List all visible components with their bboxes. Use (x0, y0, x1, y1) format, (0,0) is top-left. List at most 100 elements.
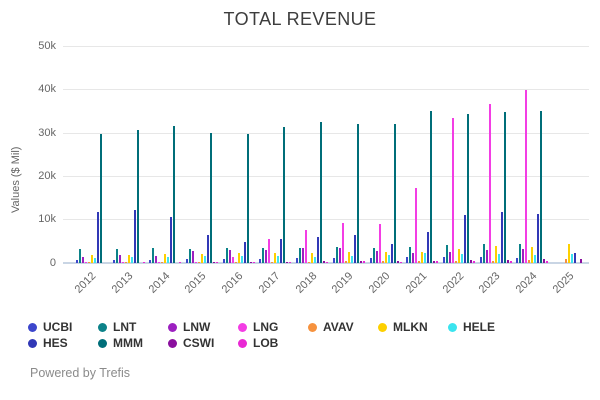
bar-lng-2020[interactable] (378, 223, 381, 263)
bar-hele-2024[interactable] (534, 254, 537, 263)
legend-item-cswi[interactable]: CSWI (168, 336, 214, 350)
bar-cswi-2015[interactable] (212, 261, 215, 263)
bar-lng-2015[interactable] (194, 261, 197, 263)
bar-hele-2014[interactable] (167, 256, 170, 263)
bar-avav-2019[interactable] (344, 261, 347, 263)
bar-hes-2014[interactable] (170, 216, 173, 263)
legend-item-lnt[interactable]: LNT (98, 320, 136, 334)
bar-avav-2017[interactable] (271, 261, 274, 263)
bar-ucbi-2020[interactable] (369, 257, 372, 263)
bar-avav-2025[interactable] (565, 259, 568, 263)
bar-hele-2017[interactable] (277, 256, 280, 263)
bar-lng-2022[interactable] (452, 118, 454, 263)
bar-hele-2019[interactable] (350, 255, 353, 263)
bar-lng-2017[interactable] (268, 238, 271, 263)
bar-hes-2016[interactable] (243, 242, 246, 263)
bar-lnw-2022[interactable] (449, 252, 451, 263)
bar-mlkn-2017[interactable] (274, 253, 277, 263)
bar-mmm-2021[interactable] (430, 111, 433, 263)
bar-lob-2014[interactable] (179, 262, 182, 263)
bar-mlkn-2015[interactable] (200, 253, 203, 263)
bar-mmm-2022[interactable] (467, 114, 469, 263)
bar-lng-2016[interactable] (231, 257, 234, 263)
legend-item-ucbi[interactable]: UCBI (28, 320, 72, 334)
bar-mmm-2018[interactable] (320, 121, 323, 263)
legend-item-mlkn[interactable]: MLKN (378, 320, 428, 334)
legend-item-mmm[interactable]: MMM (98, 336, 143, 350)
bar-hes-2022[interactable] (464, 214, 466, 263)
bar-hele-2013[interactable] (130, 257, 133, 263)
bar-hes-2015[interactable] (206, 234, 209, 263)
bar-lob-2019[interactable] (362, 261, 365, 263)
bar-ucbi-2013[interactable] (112, 259, 115, 263)
bar-lnt-2013[interactable] (115, 248, 118, 263)
bar-mmm-2014[interactable] (173, 125, 176, 263)
bar-lnt-2018[interactable] (299, 247, 302, 263)
bar-avav-2018[interactable] (308, 261, 311, 263)
bar-hele-2015[interactable] (203, 256, 206, 263)
bar-lnw-2016[interactable] (228, 250, 231, 263)
bar-mmm-2024[interactable] (540, 111, 543, 263)
bar-mlkn-2016[interactable] (237, 253, 240, 263)
bar-hes-2012[interactable] (96, 211, 99, 263)
bar-mmm-2015[interactable] (209, 133, 212, 263)
bar-lng-2014[interactable] (158, 261, 161, 263)
bar-mlkn-2023[interactable] (494, 245, 497, 263)
bar-mmm-2016[interactable] (246, 133, 249, 263)
bar-hes-2021[interactable] (427, 231, 430, 263)
bar-hele-2021[interactable] (424, 253, 427, 263)
bar-cswi-2024[interactable] (543, 259, 546, 263)
legend-item-hes[interactable]: HES (28, 336, 68, 350)
bar-hele-2016[interactable] (240, 256, 243, 263)
bar-lnw-2020[interactable] (375, 251, 378, 263)
bar-lnw-2015[interactable] (191, 251, 194, 263)
legend-item-lob[interactable]: LOB (238, 336, 278, 350)
bar-lob-2024[interactable] (546, 261, 549, 263)
bar-lnw-2021[interactable] (412, 253, 415, 263)
bar-hele-2020[interactable] (387, 254, 390, 263)
bar-mlkn-2013[interactable] (127, 255, 130, 263)
bar-lng-2019[interactable] (341, 223, 344, 263)
bar-avav-2024[interactable] (528, 259, 531, 263)
legend-item-avav[interactable]: AVAV (308, 320, 354, 334)
bar-lnt-2014[interactable] (152, 248, 155, 263)
bar-lng-2018[interactable] (305, 229, 308, 263)
bar-lnt-2019[interactable] (335, 246, 338, 263)
bar-lnw-2018[interactable] (302, 248, 305, 263)
legend-item-lnw[interactable]: LNW (168, 320, 210, 334)
bar-lnw-2017[interactable] (265, 249, 268, 263)
bar-hele-2012[interactable] (93, 257, 96, 263)
bar-ucbi-2017[interactable] (259, 258, 262, 263)
bar-lnw-2023[interactable] (485, 250, 488, 263)
bar-cswi-2018[interactable] (323, 261, 326, 263)
bar-avav-2022[interactable] (455, 261, 457, 263)
bar-lnw-2019[interactable] (338, 248, 341, 263)
bar-hes-2019[interactable] (353, 234, 356, 263)
bar-lob-2017[interactable] (289, 261, 292, 263)
bar-cswi-2025[interactable] (580, 259, 583, 263)
bar-mlkn-2021[interactable] (421, 252, 424, 263)
bar-cswi-2023[interactable] (506, 259, 509, 263)
bar-lnt-2024[interactable] (519, 244, 522, 263)
bar-avav-2014[interactable] (161, 261, 164, 263)
bar-mmm-2019[interactable] (356, 124, 359, 263)
bar-lnt-2022[interactable] (446, 244, 448, 263)
bar-lob-2016[interactable] (252, 262, 255, 263)
bar-lnt-2012[interactable] (78, 248, 81, 263)
bar-ucbi-2012[interactable] (75, 259, 78, 263)
bar-mlkn-2025[interactable] (568, 243, 571, 263)
bar-avav-2015[interactable] (197, 261, 200, 263)
bar-ucbi-2023[interactable] (479, 257, 482, 263)
bar-lnw-2024[interactable] (522, 249, 525, 263)
bar-ucbi-2019[interactable] (332, 258, 335, 263)
bar-hes-2013[interactable] (133, 209, 136, 263)
bar-avav-2016[interactable] (234, 261, 237, 263)
bar-mmm-2020[interactable] (393, 123, 396, 263)
bar-ucbi-2018[interactable] (296, 258, 299, 263)
bar-cswi-2022[interactable] (470, 259, 472, 263)
bar-mlkn-2022[interactable] (458, 248, 460, 263)
bar-cswi-2020[interactable] (396, 261, 399, 263)
bar-lnt-2023[interactable] (482, 244, 485, 263)
bar-avav-2023[interactable] (491, 260, 494, 263)
bar-lob-2020[interactable] (399, 261, 402, 263)
